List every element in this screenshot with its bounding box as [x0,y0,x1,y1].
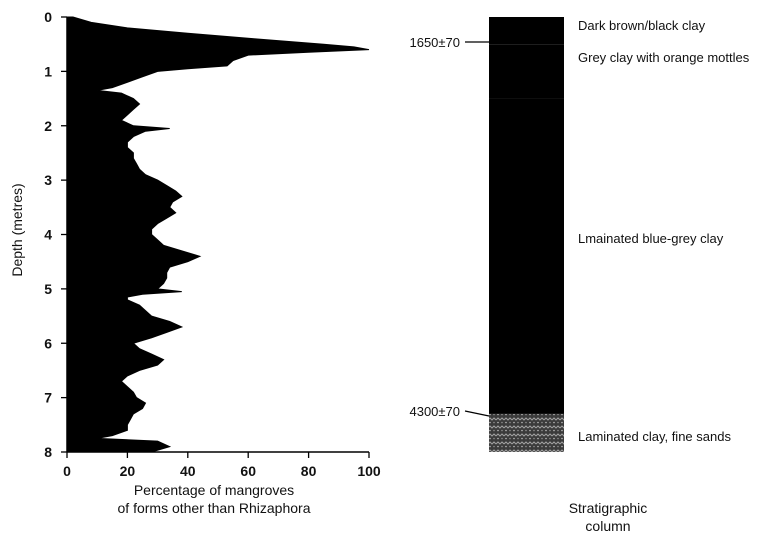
layer-label: Lmainated blue-grey clay [578,231,724,246]
layer-label: Laminated clay, fine sands [578,429,731,444]
column-title-line-1: Stratigraphic [569,500,648,516]
radiocarbon-date-label: 4300±70 [409,404,460,419]
date-leader-line [464,410,490,417]
stratigraphic-column-chart: Dark brown/black clay Grey clay with oran… [409,17,750,534]
x-axis-title-line-2: of forms other than Rhizaphora [118,500,311,516]
x-tick-label: 20 [120,463,136,479]
y-tick-label: 1 [44,63,52,79]
y-tick-label: 3 [44,172,52,188]
x-tick-label: 80 [301,463,317,479]
y-tick-label: 6 [44,335,52,351]
mangrove-percentage-area [66,16,370,453]
radiocarbon-date-label: 1650±70 [409,35,460,50]
column-labels-layer: Dark brown/black clay Grey clay with oran… [409,18,749,444]
y-axis-title: Depth (metres) [9,183,25,276]
x-tick-label: 40 [180,463,196,479]
y-tick-label: 0 [44,9,52,25]
column-title-line-2: column [585,518,630,534]
x-tick-label: 100 [357,463,381,479]
layer-label: Grey clay with orange mottles [578,50,750,65]
layer-label: Dark brown/black clay [578,18,706,33]
y-tick-label: 5 [44,281,52,297]
column-layer [489,17,564,452]
stratigraphic-layer [489,17,564,45]
stratigraphic-layer [489,98,564,414]
stratigraphic-layer [489,413,564,452]
x-axis-title-line-1: Percentage of mangroves [134,482,294,498]
y-tick-label: 7 [44,390,52,406]
x-tick-label: 60 [240,463,256,479]
y-tick-label: 2 [44,118,52,134]
stratigraphic-layer [489,44,564,99]
area-layer [66,16,370,453]
x-tick-label: 0 [63,463,71,479]
y-tick-label: 8 [44,444,52,460]
y-tick-label: 4 [44,227,52,243]
